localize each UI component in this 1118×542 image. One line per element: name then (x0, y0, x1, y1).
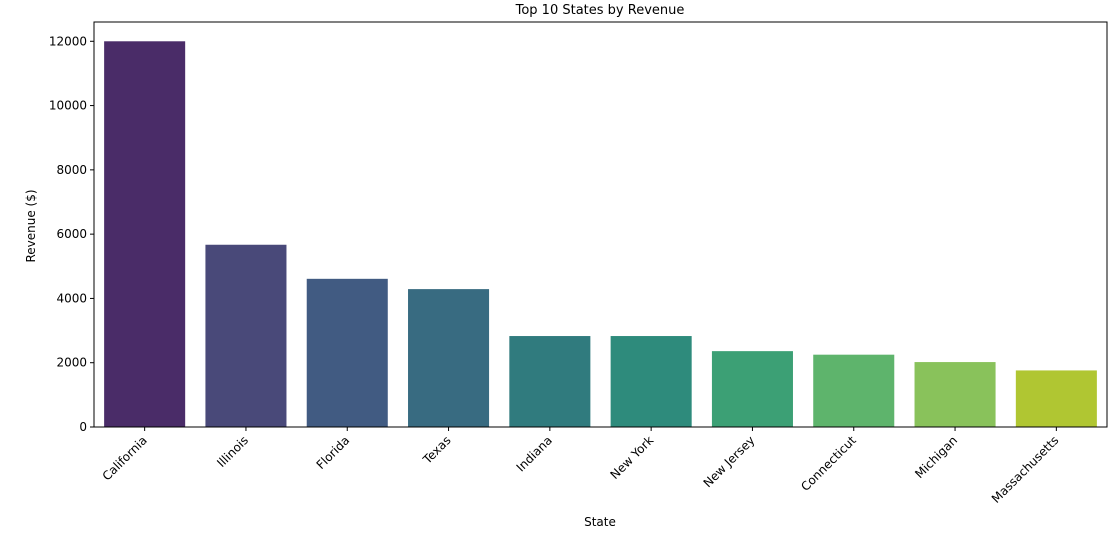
x-tick-label: Indiana (514, 433, 555, 474)
bar-illinois (205, 244, 287, 427)
bar-florida (306, 278, 388, 427)
bar-new-york (610, 336, 692, 427)
y-tick-label: 2000 (56, 356, 87, 370)
x-tick-label: Illinois (214, 433, 251, 470)
bar-california (104, 41, 186, 427)
y-axis-label: Revenue ($) (24, 189, 38, 262)
x-tick-label: New Jersey (701, 433, 758, 490)
x-tick-label: New York (608, 433, 657, 482)
x-tick-label: Massachusetts (989, 433, 1062, 506)
y-tick-label: 4000 (56, 291, 87, 305)
y-tick-label: 6000 (56, 227, 87, 241)
bar-massachusetts (1015, 370, 1097, 427)
x-tick-label: Connecticut (798, 433, 859, 494)
bar-connecticut (813, 354, 895, 427)
y-tick-label: 12000 (49, 34, 87, 48)
x-tick-label: Michigan (912, 433, 960, 481)
x-tick-label: Texas (420, 433, 454, 467)
bars-group (104, 41, 1097, 427)
x-ticks-group: California Illinois Florida Texas Indiana New… (100, 427, 1062, 506)
bar-indiana (509, 336, 591, 427)
y-tick-label: 0 (79, 420, 87, 434)
x-axis-label: State (584, 515, 616, 529)
y-tick-label: 10000 (49, 99, 87, 113)
y-tick-label: 8000 (56, 163, 87, 177)
chart-title: Top 10 States by Revenue (515, 3, 685, 18)
x-tick-label: California (100, 433, 150, 483)
y-ticks-group: 0 2000 4000 6000 8000 10000 12000 (49, 34, 94, 434)
bar-new-jersey (711, 351, 793, 427)
plot-frame (93, 21, 1108, 428)
bar-texas (408, 289, 490, 427)
bar-michigan (914, 362, 996, 427)
x-tick-label: Florida (314, 433, 353, 472)
